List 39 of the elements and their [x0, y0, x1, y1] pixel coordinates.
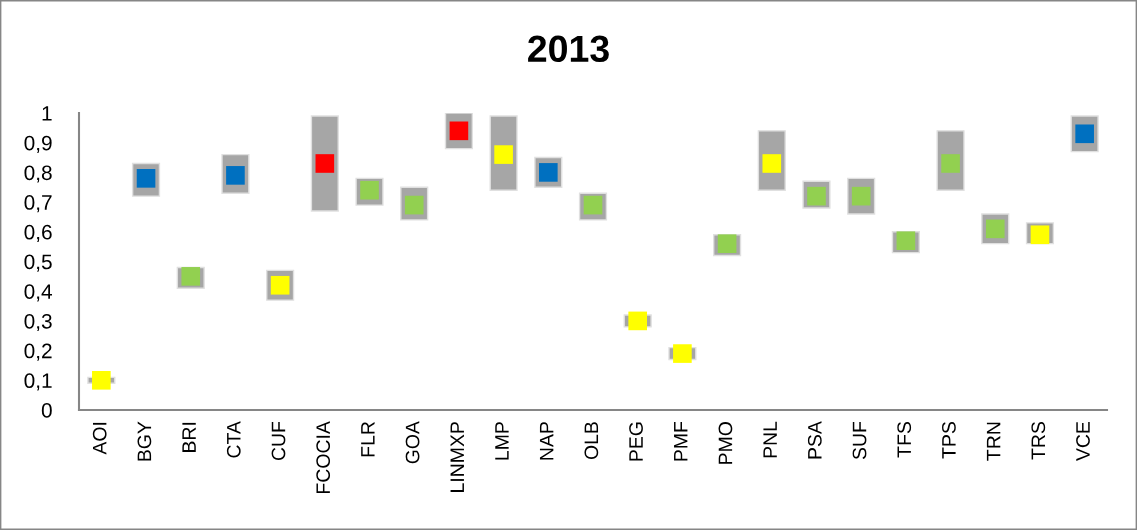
x-tick-label: BRI: [182, 422, 196, 452]
x-tick-label: GOA: [405, 421, 420, 464]
x-tick-label: PEG: [629, 422, 643, 461]
x-tick-label: PSA: [807, 421, 822, 459]
y-tick-label: 0,8: [24, 165, 52, 183]
x-tick-label: TRN: [986, 422, 1001, 461]
x-tick-label: OLB: [584, 422, 599, 460]
point: [673, 344, 692, 363]
y-tick-label: 0,5: [24, 254, 52, 272]
x-tick-label: TPS: [942, 422, 956, 459]
x-tick-label: CUF: [271, 421, 286, 461]
y-tick-label: 0,9: [24, 135, 52, 153]
point: [92, 370, 111, 390]
y-tick-label: 1: [42, 106, 52, 121]
x-tick-label: VCE: [1076, 421, 1090, 462]
x-tick-label: FLR: [361, 422, 375, 457]
x-tick-label: PMF: [674, 421, 688, 461]
y-tick-label: 0,4: [24, 284, 52, 302]
y-tick-label: 0,3: [24, 313, 52, 332]
point: [315, 154, 335, 173]
x-tick-label: PMO: [718, 422, 733, 464]
x-tick-label: CTA: [226, 421, 241, 458]
x-tick-label: LMP: [495, 422, 509, 460]
x-tick-label: FCOCIA: [316, 421, 331, 493]
point: [628, 311, 648, 331]
y-tick-label: 0: [41, 403, 52, 418]
x-tick-label: PNL: [763, 421, 777, 458]
x-tick-label: LINMXP: [450, 422, 464, 492]
y-tick-label: 0,7: [24, 195, 52, 213]
x-tick-label: SUF: [852, 421, 867, 460]
x-tick-label: AOI: [92, 422, 107, 455]
x-tick-label: TFS: [897, 422, 912, 458]
x-tick-label: BGY: [137, 421, 152, 461]
x-tick-label: NAP: [539, 422, 554, 460]
chart-title: 2013: [528, 35, 609, 63]
y-tick-label: 0,1: [24, 373, 52, 391]
y-tick-label: 0,6: [24, 224, 52, 243]
x-tick-label: TRS: [1031, 422, 1046, 460]
y-tick-label: 0,2: [24, 343, 52, 361]
